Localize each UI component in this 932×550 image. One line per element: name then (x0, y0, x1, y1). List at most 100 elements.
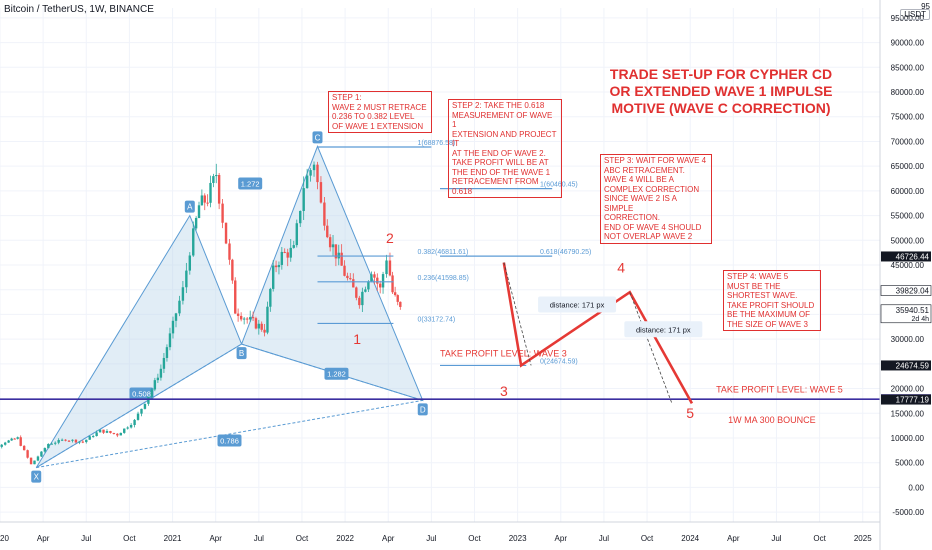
harmonic-ratio-label: 1.272 (241, 179, 260, 188)
candle (393, 286, 397, 297)
price-tick-label: 10000.00 (891, 434, 925, 443)
time-tick-label: Jul (81, 534, 91, 543)
candle (129, 423, 133, 429)
candle (352, 273, 355, 288)
step2-note: STEP 2: TAKE THE 0.618 MEASUREMENT OF WA… (448, 99, 562, 198)
harmonic-ratio-label: 0.508 (132, 390, 151, 399)
candle (200, 189, 204, 206)
fib-level-label: 1(60460.45) (540, 182, 578, 189)
candle (385, 254, 388, 278)
candle (391, 271, 394, 294)
candle (159, 364, 163, 381)
price-badge: 24674.59 (881, 360, 931, 371)
candle-body (136, 413, 140, 420)
candle-body (181, 287, 185, 301)
harmonic-point-d: D (417, 403, 428, 416)
candle-body (385, 260, 388, 275)
time-tick-label: 2020 (0, 534, 9, 543)
candle (192, 221, 195, 257)
candle (349, 273, 352, 281)
price-tick-label: 80000.00 (891, 88, 925, 97)
candle-body (274, 265, 278, 268)
candle (33, 460, 36, 465)
time-tick-label: Apr (555, 534, 568, 543)
price-badge-value: 39829.04 (896, 287, 930, 296)
candle (188, 252, 192, 275)
candle (147, 396, 150, 406)
distance-measure-box (538, 296, 617, 313)
candle-body (212, 176, 215, 183)
candle-body (150, 389, 154, 397)
harmonic-point-label: D (420, 405, 426, 414)
harmonic-point-label: C (315, 133, 321, 142)
wave-label-3: 3 (500, 383, 508, 399)
candle-body (263, 329, 266, 333)
candle-body (396, 295, 399, 302)
currency-selector[interactable]: 95 USDT (900, 2, 930, 20)
price-tick-label: 65000.00 (891, 162, 925, 171)
candle (234, 277, 237, 314)
step3-note: STEP 3: WAIT FOR WAVE 4 ABC RETRACEMENT.… (600, 154, 712, 244)
candle-body (40, 451, 43, 457)
time-axis[interactable]: 2020 Apr Jul Oct 2021 Apr Jul Oct 2022 Apr Jul Oct 2… (0, 521, 880, 543)
candle (165, 344, 169, 362)
time-tick-label: Jul (426, 534, 436, 543)
candle (328, 234, 332, 252)
candle (13, 437, 16, 440)
harmonic-ratio-label: 1.282 (327, 370, 346, 379)
candle-body (228, 243, 231, 260)
price-tick-label: 30000.00 (891, 335, 925, 344)
price-badge-value: 35940.51 (896, 306, 930, 315)
candle-body (393, 292, 397, 296)
candle-body (316, 164, 319, 183)
candle-body (153, 380, 157, 390)
price-tick-label: 60000.00 (891, 187, 925, 196)
fib-level-label: 0.382(46811.61) (417, 249, 468, 256)
price-axis[interactable]: 95000.00 90000.00 85000.00 80000.00 75000.00… (879, 0, 932, 550)
candle (305, 168, 309, 189)
candle-body (54, 442, 57, 444)
wave-label-1: 1 (353, 331, 361, 347)
candle (358, 295, 361, 309)
candle (399, 301, 402, 310)
candle (309, 168, 312, 182)
candle-body (43, 448, 47, 452)
fib-level-label: 0(24674.59) (540, 358, 578, 365)
candle-body (98, 429, 102, 433)
candle (162, 352, 166, 373)
candlestick-series (0, 161, 402, 465)
candle-body (355, 287, 358, 298)
candle-body (16, 437, 19, 439)
harmonic-triangle-xab (35, 214, 243, 469)
harmonic-ratio-badge (217, 434, 242, 447)
candle (140, 408, 143, 417)
harmonic-point-badge (184, 200, 195, 213)
candle-body (309, 170, 312, 176)
time-tick-label: Jul (599, 534, 609, 543)
candle (133, 419, 136, 428)
harmonic-point-label: A (187, 203, 193, 212)
candle (171, 316, 175, 339)
price-tick-label: 5000.00 (895, 459, 924, 468)
candle-body (102, 429, 105, 433)
currency-top-value: 95 (921, 2, 930, 11)
candle (67, 439, 71, 443)
candle-body (280, 251, 284, 265)
candle (168, 327, 172, 351)
candle-body (302, 188, 305, 211)
distance-measure-label: distance: 171 px (550, 301, 605, 310)
candle (153, 377, 157, 392)
candle-body (217, 175, 221, 204)
currency-badge[interactable]: USDT (900, 9, 930, 20)
candle (29, 457, 33, 465)
candle-body (376, 277, 379, 284)
candle (272, 260, 275, 292)
candle-body (370, 274, 373, 282)
candle-body (147, 396, 150, 404)
harmonic-point-label: X (34, 473, 40, 482)
candle-body (50, 443, 53, 445)
price-tick-label: 70000.00 (891, 137, 925, 146)
candle (74, 439, 78, 444)
time-tick-label: Oct (813, 534, 826, 543)
